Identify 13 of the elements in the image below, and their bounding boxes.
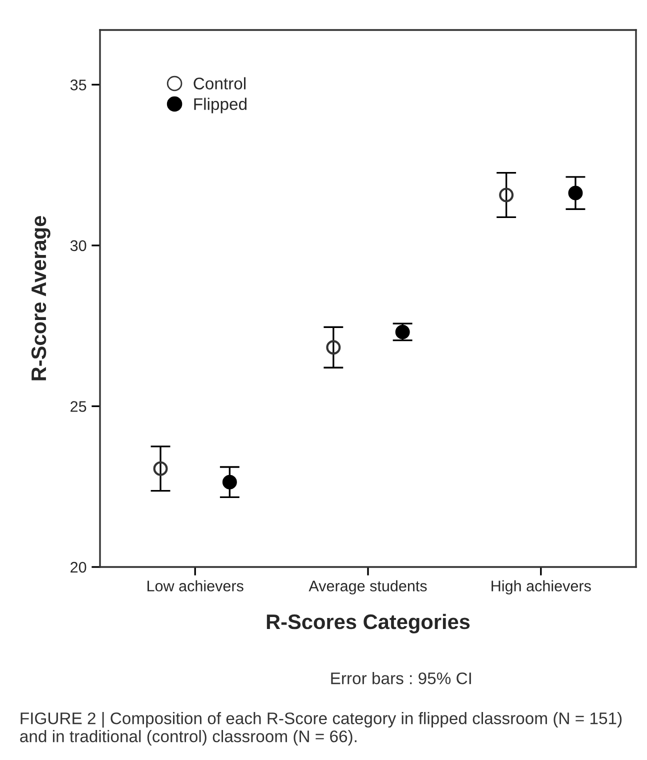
y-tick-label: 35 [70, 80, 86, 90]
x-axis-title: R-Scores Categories [266, 614, 470, 634]
x-tick-label: Low achievers [148, 580, 244, 592]
y-tick-label: 30 [70, 240, 86, 252]
y-tick-label: 20 [70, 562, 86, 573]
legend-label: Flipped [194, 98, 246, 114]
y-axis-title: R-Score Average [31, 216, 50, 380]
x-tick-label: High achievers [492, 580, 591, 594]
text: Error bars : 95% CI [331, 672, 471, 684]
caption: FIGURE 2 | Composition of each R-Score category in flipped classroom (N = 151) and in traditional (control) classroom (N = 66). [20, 712, 622, 746]
x-tick-label: Average students [308, 580, 427, 594]
legend-label: Control [194, 77, 246, 90]
y-tick-label: 25 [70, 401, 86, 412]
